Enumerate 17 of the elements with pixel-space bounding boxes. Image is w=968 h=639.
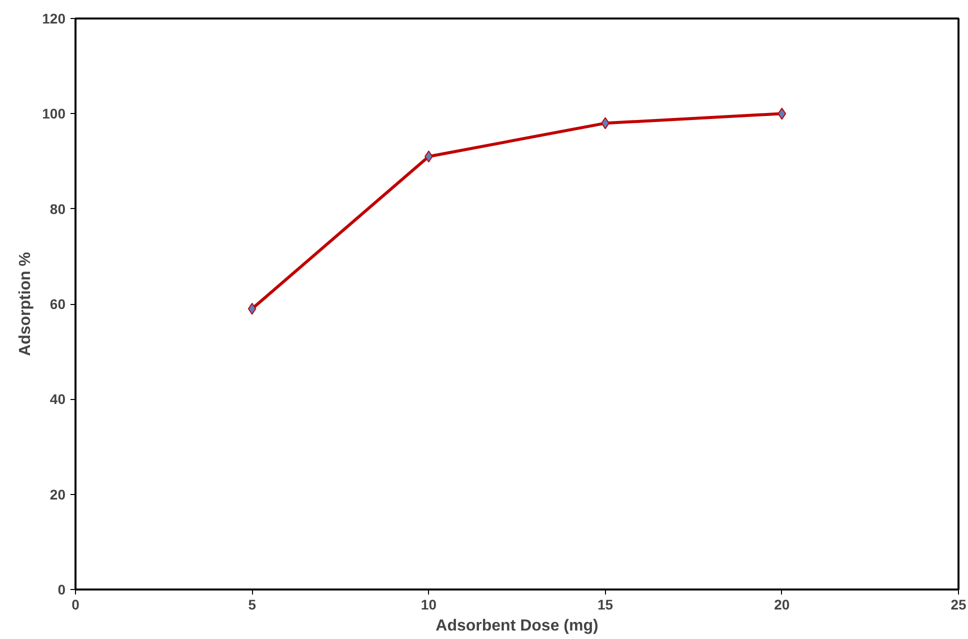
point: [778, 108, 786, 120]
x-tick-label: 15: [598, 596, 614, 612]
x-tick-label: 0: [72, 596, 80, 612]
y-axis-title: Adsorption %: [17, 252, 34, 356]
y-tick-label: 60: [50, 296, 66, 312]
x-tick-label: 10: [420, 596, 437, 612]
x-tick-label: 5: [248, 596, 256, 612]
y-tick-label: 0: [58, 582, 66, 598]
y-tick-label: 20: [50, 486, 66, 502]
y-tick-label: 80: [50, 200, 66, 217]
x-tick-label: 25: [950, 596, 966, 612]
point: [248, 302, 256, 315]
x-axis-title: Adsorbent Dose (mg): [436, 618, 598, 634]
y-tick-label: 120: [42, 10, 66, 26]
y-tick-label: 100: [42, 106, 66, 122]
x-tick-label: 20: [774, 596, 790, 612]
y-tick-label: 40: [50, 391, 66, 408]
